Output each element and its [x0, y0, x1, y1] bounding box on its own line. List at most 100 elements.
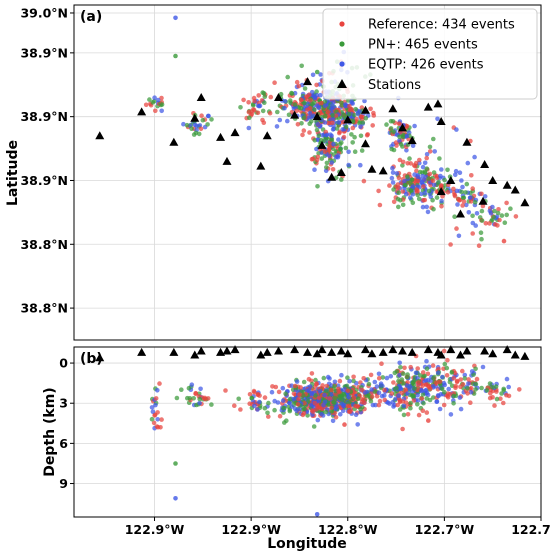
- event-point: [321, 402, 326, 408]
- event-point: [479, 236, 484, 242]
- event-point: [329, 160, 335, 165]
- event-point: [473, 387, 478, 392]
- event-point: [497, 217, 502, 223]
- event-point: [294, 79, 300, 85]
- event-point: [407, 156, 412, 161]
- event-point: [418, 373, 423, 378]
- event-point: [337, 395, 343, 401]
- event-point: [358, 133, 364, 139]
- event-point: [487, 221, 492, 226]
- event-point: [341, 134, 347, 140]
- event-point: [366, 381, 372, 387]
- event-point: [355, 422, 361, 427]
- event-point: [355, 404, 361, 409]
- event-point: [247, 392, 253, 397]
- event-point: [272, 80, 277, 85]
- event-point: [155, 97, 161, 103]
- station-marker: [262, 347, 272, 356]
- event-point: [389, 175, 395, 181]
- event-point: [352, 149, 358, 154]
- event-point: [329, 409, 335, 414]
- event-point: [473, 366, 478, 372]
- event-point: [192, 122, 198, 128]
- event-point: [431, 395, 436, 400]
- event-point: [425, 209, 431, 215]
- event-point: [306, 376, 312, 382]
- event-point: [330, 127, 336, 132]
- event-point: [205, 122, 210, 127]
- event-point: [193, 391, 198, 397]
- event-point: [357, 120, 362, 126]
- event-point: [416, 380, 421, 385]
- event-point: [153, 396, 159, 401]
- event-point-outlier: [314, 512, 320, 517]
- legend-box: [322, 8, 538, 100]
- event-point: [319, 137, 324, 143]
- event-point: [323, 388, 329, 394]
- event-point: [322, 149, 328, 154]
- event-point: [454, 226, 459, 231]
- station-marker: [343, 115, 353, 124]
- event-point: [376, 402, 382, 408]
- event-point: [460, 368, 465, 374]
- event-point: [320, 383, 325, 388]
- event-point: [320, 406, 325, 412]
- event-point: [426, 176, 432, 181]
- event-point: [398, 197, 403, 203]
- event-point: [415, 393, 420, 398]
- station-marker: [520, 351, 530, 360]
- legend-entry-eqtp: EQTP: 426 events: [339, 58, 484, 73]
- legend: Reference: 434 events PN+: 465 events EQ…: [322, 8, 538, 100]
- event-point: [370, 402, 376, 408]
- event-point: [427, 144, 433, 150]
- x-tick-label: 122.8°W: [318, 522, 378, 537]
- event-point: [155, 417, 160, 422]
- event-point: [322, 392, 327, 398]
- event-point: [296, 396, 301, 402]
- event-point: [435, 370, 441, 376]
- station-marker: [230, 128, 240, 137]
- event-point: [449, 370, 455, 375]
- event-point: [251, 95, 257, 101]
- event-point: [490, 204, 495, 210]
- event-point: [306, 388, 312, 393]
- event-point: [257, 399, 262, 405]
- event-point: [351, 374, 356, 380]
- event-point: [391, 380, 396, 385]
- event-point: [444, 365, 450, 371]
- station-marker: [436, 350, 446, 359]
- event-point: [205, 396, 211, 401]
- panel-b-stations: [95, 345, 530, 362]
- event-point: [345, 388, 351, 394]
- event-point: [319, 156, 325, 161]
- station-marker: [303, 347, 312, 356]
- event-point: [408, 195, 413, 200]
- event-point: [285, 118, 290, 124]
- event-point: [327, 143, 332, 149]
- event-point: [199, 113, 204, 118]
- station-marker: [407, 136, 417, 145]
- event-point: [319, 411, 324, 417]
- event-point: [246, 125, 252, 131]
- event-point: [312, 400, 318, 406]
- event-point: [421, 198, 426, 203]
- event-point: [382, 393, 387, 398]
- event-point: [465, 160, 471, 166]
- event-point: [494, 396, 500, 402]
- event-point: [492, 403, 497, 408]
- station-marker: [423, 345, 433, 354]
- event-point: [209, 402, 214, 407]
- event-point: [262, 100, 267, 105]
- event-point: [470, 213, 475, 219]
- event-point: [397, 138, 402, 143]
- station-marker: [303, 77, 312, 86]
- station-marker: [274, 346, 284, 355]
- legend-label-stations: Stations: [368, 78, 421, 93]
- event-point: [439, 198, 444, 204]
- event-point: [398, 365, 403, 370]
- event-point: [362, 98, 367, 104]
- event-point: [358, 124, 363, 129]
- event-point: [479, 385, 484, 391]
- event-point: [349, 132, 354, 137]
- event-point: [490, 384, 495, 390]
